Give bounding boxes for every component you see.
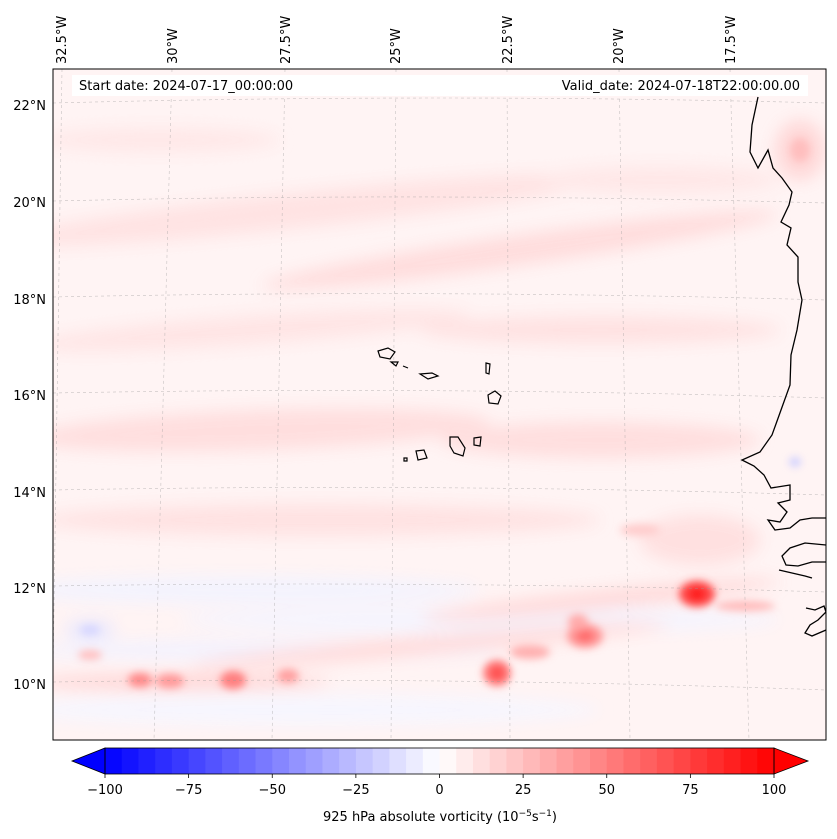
- colorbar-label-mid: s: [532, 810, 539, 825]
- colorbar-segment: [205, 748, 223, 774]
- cabo-verde-islands: [377, 347, 502, 462]
- colorbar-segment: [556, 748, 574, 774]
- valid-date: Valid_date: 2024-07-18T22:00:00.00: [562, 79, 800, 94]
- vorticity-field: [53, 69, 826, 740]
- header-band: [72, 75, 808, 96]
- longitude-labels: 32.5°W 30°W 27.5°W 25°W 22.5°W 20°W 17.5…: [55, 16, 739, 64]
- colorbar-tick-label: −50: [259, 783, 286, 798]
- colorbar-segment: [121, 748, 140, 774]
- colorbar-segment: [339, 748, 357, 774]
- colorbar-tick-label: −25: [342, 783, 369, 798]
- lon-label-20w: 20°W: [612, 28, 627, 64]
- colorbar-segments: [105, 748, 775, 774]
- colorbar-segment: [489, 748, 508, 774]
- colorbar-label-prefix: 925 hPa absolute vorticity (10: [323, 810, 519, 825]
- colorbar-segment: [640, 748, 658, 774]
- graticule: [53, 69, 826, 740]
- colorbar-segment: [573, 748, 591, 774]
- colorbar-segment: [372, 748, 390, 774]
- colorbar-tick-label: 25: [515, 783, 532, 798]
- colorbar-segment: [355, 748, 374, 774]
- colorbar-label-exp1: −5: [519, 809, 532, 819]
- colorbar-segment: [707, 748, 725, 774]
- colorbar-segment: [171, 748, 190, 774]
- lat-label-16n: 16°N: [13, 389, 46, 404]
- start-date: Start date: 2024-07-17_00:00:00: [79, 79, 293, 94]
- colorbar-segment: [757, 748, 775, 774]
- colorbar-segment: [472, 748, 491, 774]
- colorbar-segment: [222, 748, 240, 774]
- colorbar-segment: [305, 748, 324, 774]
- colorbar-tick-label: 50: [598, 783, 615, 798]
- colorbar-label-exp2: −1: [539, 809, 552, 819]
- colorbar-label-suffix: ): [552, 810, 557, 825]
- colorbar-segment: [523, 748, 541, 774]
- colorbar-segment: [723, 748, 742, 774]
- colorbar-segment: [439, 748, 457, 774]
- colorbar-segment: [272, 748, 290, 774]
- colorbar-segment: [606, 748, 625, 774]
- lon-label-32-5w: 32.5°W: [55, 16, 70, 64]
- lon-label-17-5w: 17.5°W: [724, 16, 739, 64]
- lon-label-30w: 30°W: [166, 28, 181, 64]
- latitude-labels: 22°N 20°N 18°N 16°N 14°N 12°N 10°N: [13, 99, 46, 693]
- colorbar-segment: [656, 748, 675, 774]
- colorbar: −100 −75 −50 −25 0 25 50 75 100 925 hPa absolute…: [70, 747, 810, 825]
- lat-label-20n: 20°N: [13, 196, 46, 211]
- colorbar-segment: [105, 748, 123, 774]
- lat-label-18n: 18°N: [13, 293, 46, 308]
- colorbar-segment: [138, 748, 156, 774]
- colorbar-tick-label: 100: [762, 783, 787, 798]
- lat-label-14n: 14°N: [13, 486, 46, 501]
- colorbar-tick-label: −100: [87, 783, 123, 798]
- colorbar-segment: [422, 748, 441, 774]
- colorbar-segment: [539, 748, 558, 774]
- lat-label-22n: 22°N: [13, 99, 46, 114]
- colorbar-segment: [255, 748, 273, 774]
- colorbar-segment: [288, 748, 307, 774]
- colorbar-tick-label: −75: [175, 783, 202, 798]
- colorbar-segment: [188, 748, 206, 774]
- coastline: [740, 96, 826, 637]
- colorbar-segment: [623, 748, 641, 774]
- colorbar-max-extension: [773, 747, 810, 775]
- colorbar-segment: [740, 748, 758, 774]
- colorbar-segment: [406, 748, 424, 774]
- colorbar-segment: [690, 748, 708, 774]
- lon-label-22-5w: 22.5°W: [501, 16, 516, 64]
- colorbar-tick-label: 75: [682, 783, 699, 798]
- colorbar-segment: [456, 748, 474, 774]
- lat-label-10n: 10°N: [13, 678, 46, 693]
- colorbar-segment: [155, 748, 173, 774]
- colorbar-segment: [389, 748, 407, 774]
- colorbar-segment: [506, 748, 524, 774]
- colorbar-min-extension: [70, 747, 106, 775]
- lon-label-27-5w: 27.5°W: [279, 16, 294, 64]
- colorbar-tick-label: 0: [435, 783, 443, 798]
- colorbar-label: 925 hPa absolute vorticity (10−5s−1): [323, 809, 557, 825]
- colorbar-segment: [590, 748, 608, 774]
- colorbar-segment: [673, 748, 691, 774]
- colorbar-segment: [238, 748, 257, 774]
- map-border: [52, 68, 827, 741]
- lon-label-25w: 25°W: [389, 28, 404, 64]
- colorbar-ticks: −100 −75 −50 −25 0 25 50 75 100: [87, 774, 786, 798]
- lat-label-12n: 12°N: [13, 582, 46, 597]
- colorbar-segment: [322, 748, 340, 774]
